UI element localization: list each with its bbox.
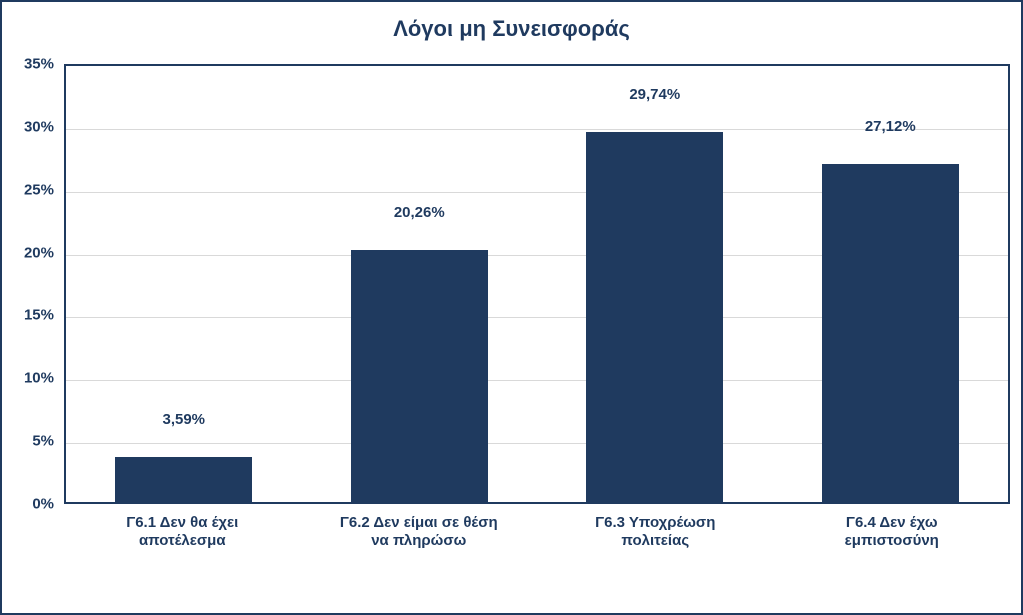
y-tick-label: 0%: [2, 496, 54, 513]
bar: [586, 132, 723, 502]
y-tick-label: 20%: [2, 244, 54, 261]
y-tick-label: 10%: [2, 370, 54, 387]
bar-slot: 29,74%: [537, 66, 773, 502]
bar-data-label: 20,26%: [394, 204, 445, 227]
chart-container: Λόγοι μη Συνεισφοράς 3,59% 20,26% 29,74% 27…: [0, 0, 1023, 615]
x-tick-label: Γ6.3 Υποχρέωση πολιτείας: [537, 510, 774, 550]
y-tick-label: 25%: [2, 181, 54, 198]
bars-row: 3,59% 20,26% 29,74% 27,12%: [66, 66, 1008, 502]
x-axis-labels: Γ6.1 Δεν θα έχει αποτέλεσμαΓ6.2 Δεν είμα…: [64, 510, 1010, 550]
bar-slot: 27,12%: [773, 66, 1009, 502]
chart-title: Λόγοι μη Συνεισφοράς: [2, 16, 1021, 42]
x-tick-label: Γ6.4 Δεν έχω εμπιστοσύνη: [774, 510, 1011, 550]
plot-area: 3,59% 20,26% 29,74% 27,12%: [64, 64, 1010, 504]
y-tick-label: 15%: [2, 307, 54, 324]
x-tick-label: Γ6.1 Δεν θα έχει αποτέλεσμα: [64, 510, 301, 550]
bar-data-label: 3,59%: [162, 411, 205, 434]
x-tick-label: Γ6.2 Δεν είμαι σε θέση να πληρώσω: [301, 510, 538, 550]
y-tick-label: 35%: [2, 56, 54, 73]
y-tick-label: 5%: [2, 433, 54, 450]
bar: [822, 164, 959, 502]
bar-data-label: 27,12%: [865, 118, 916, 141]
bar-slot: 20,26%: [302, 66, 538, 502]
bar: [351, 250, 488, 502]
y-tick-label: 30%: [2, 118, 54, 135]
bar-slot: 3,59%: [66, 66, 302, 502]
bar-data-label: 29,74%: [629, 86, 680, 109]
bar: [115, 457, 252, 502]
